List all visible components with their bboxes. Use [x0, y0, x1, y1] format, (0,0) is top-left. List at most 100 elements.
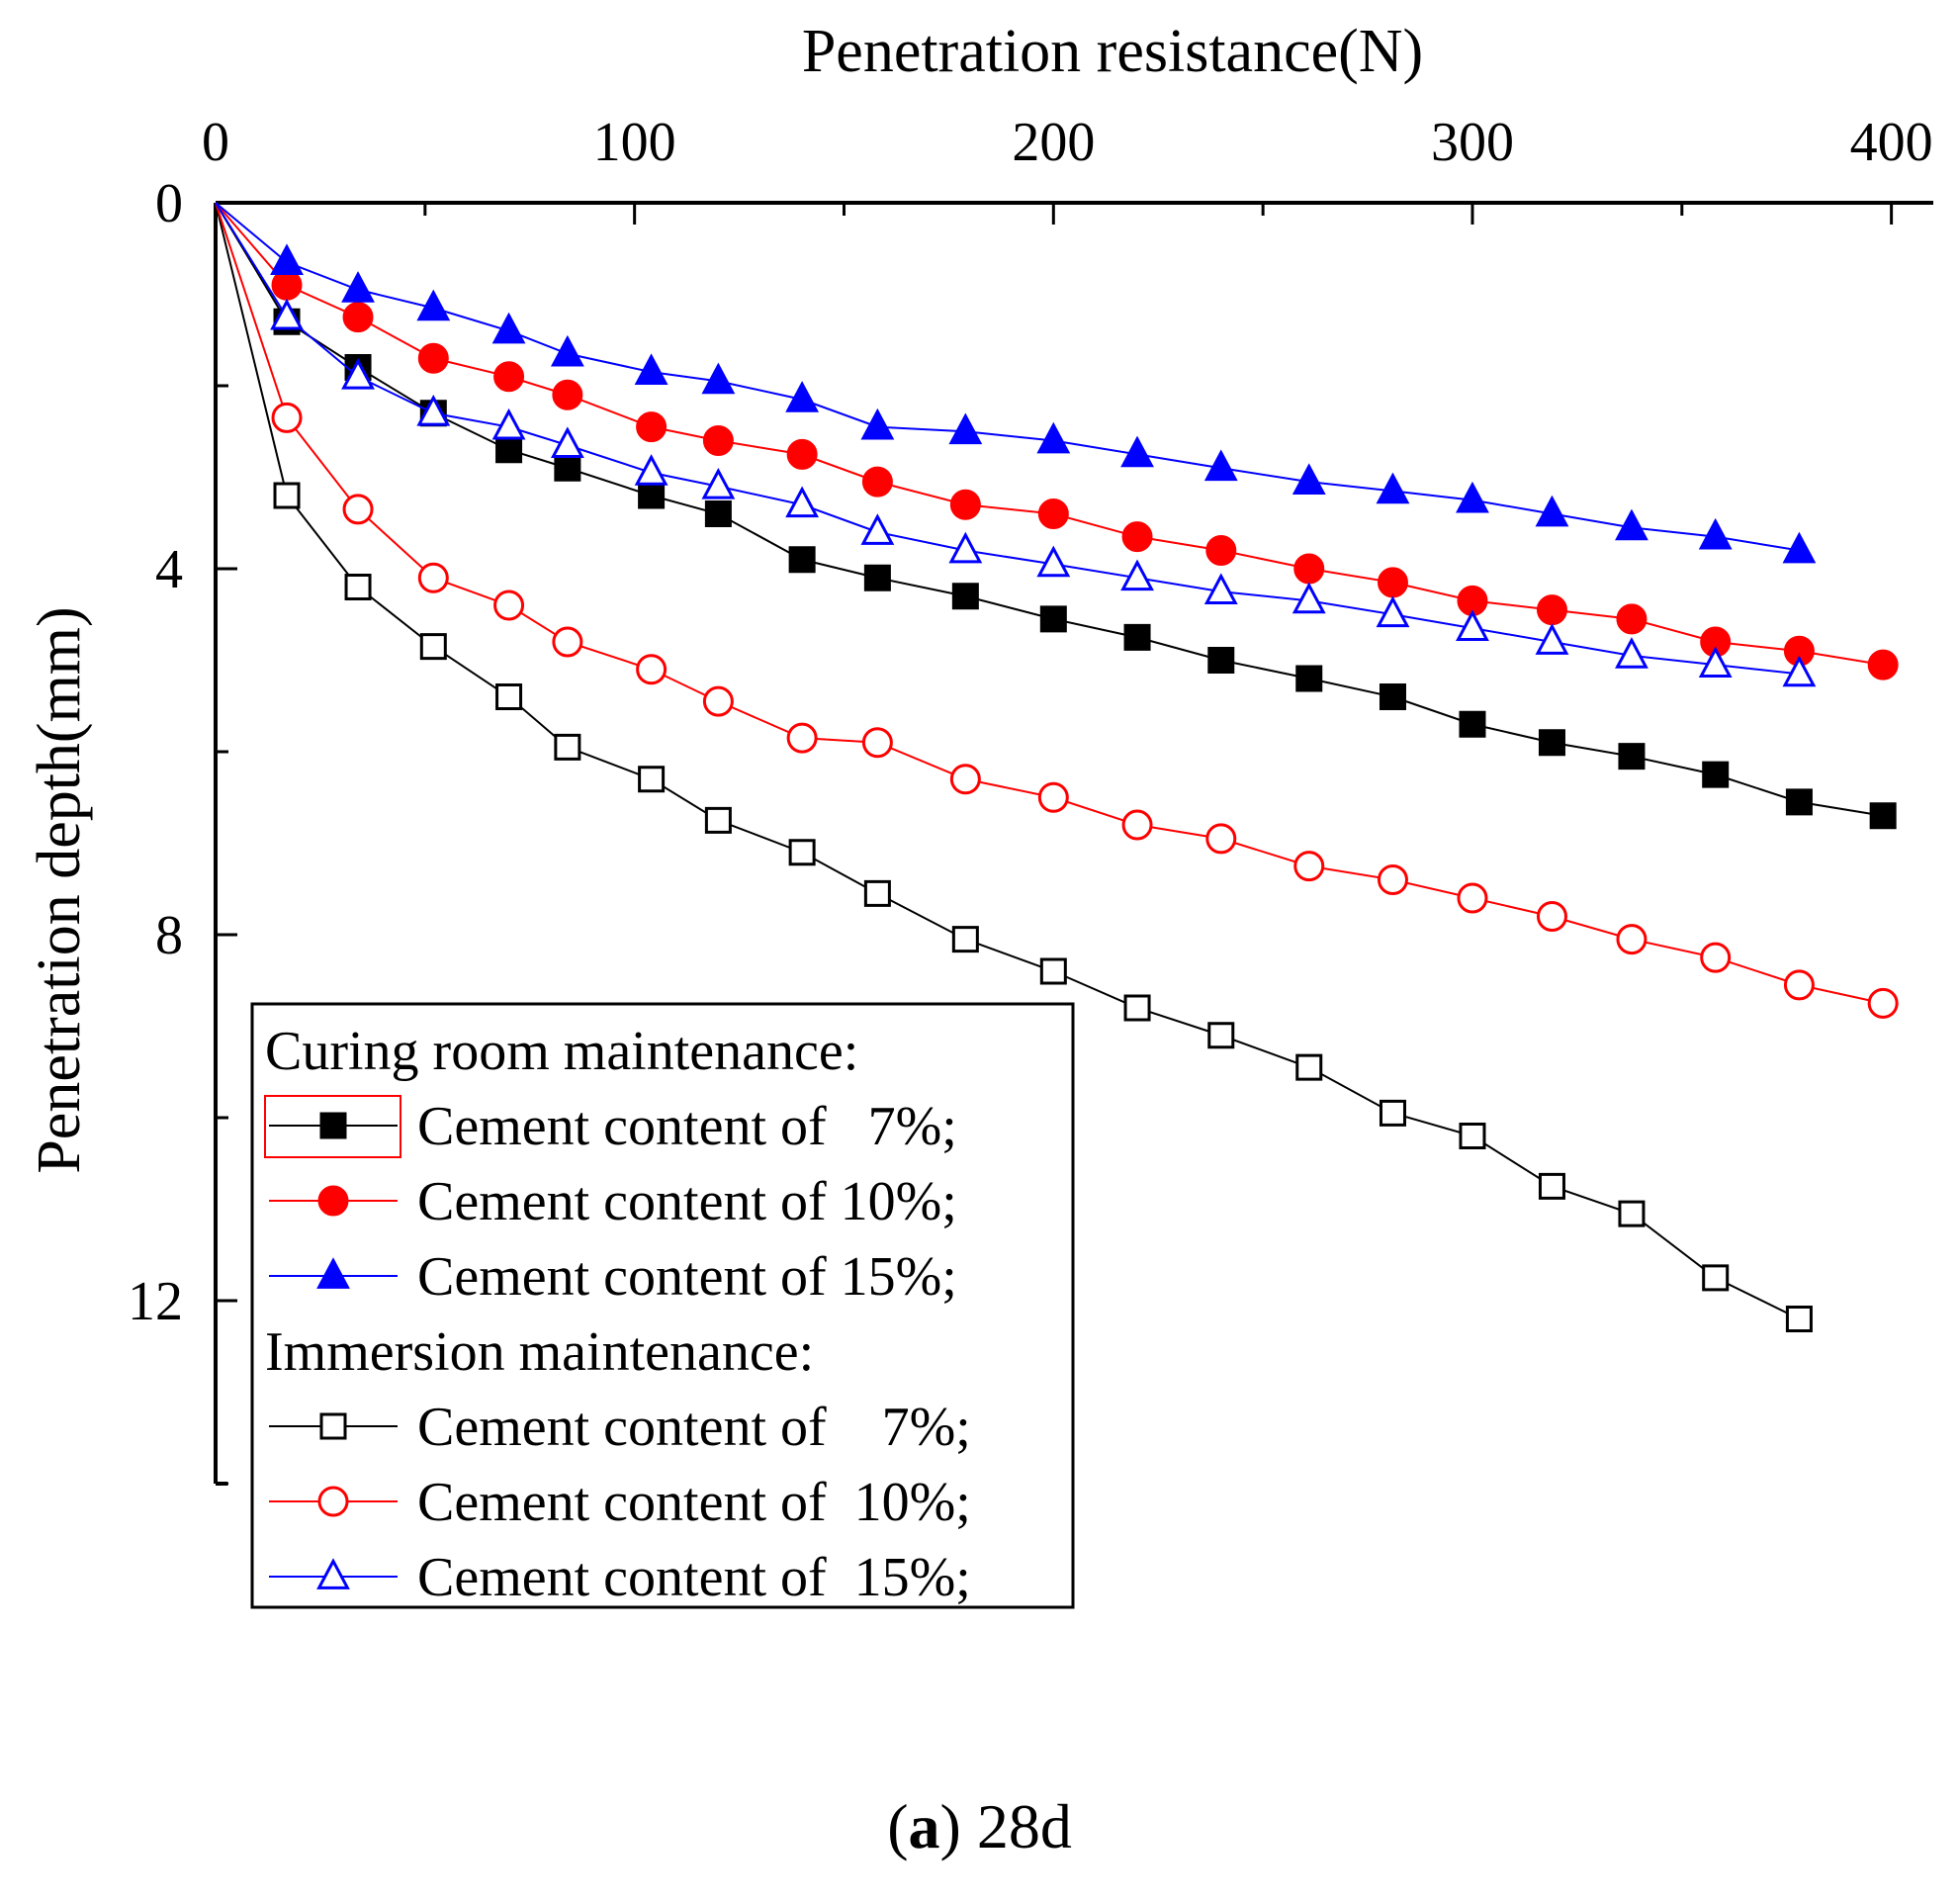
x-tick-label: 300 [1431, 112, 1514, 173]
data-point [1377, 864, 1408, 895]
data-point [1205, 535, 1237, 566]
data-point [1037, 499, 1069, 529]
data-point [416, 289, 451, 321]
data-point [1121, 521, 1153, 553]
series-0 [215, 202, 1897, 830]
figure-caption: (a) 28d [0, 1790, 1959, 1863]
series-4 [215, 202, 1899, 1019]
legend-label: Cement content of 7%; [417, 1397, 971, 1458]
data-point [419, 633, 447, 661]
data-point [1376, 472, 1410, 504]
data-point [704, 806, 732, 834]
data-point [1203, 573, 1238, 604]
data-point [1783, 969, 1815, 1001]
data-point [948, 412, 983, 445]
series-line [215, 202, 1884, 1005]
series-5 [215, 202, 1817, 687]
legend-marker [317, 1185, 349, 1217]
data-point [1782, 655, 1817, 687]
data-point [1291, 582, 1326, 614]
data-point [1293, 851, 1325, 882]
data-point [1037, 781, 1069, 813]
data-point [1379, 1099, 1406, 1127]
series-1 [215, 202, 1899, 680]
data-point [1203, 449, 1238, 482]
data-point [554, 733, 581, 761]
data-point [1207, 1022, 1235, 1049]
data-point [861, 466, 893, 498]
legend: Curing room maintenance: Cement content o… [250, 1002, 1075, 1609]
caption-open: ( [887, 1791, 909, 1861]
data-point [1457, 882, 1488, 914]
data-point [1698, 517, 1733, 550]
data-point [701, 467, 736, 499]
data-point [1618, 743, 1646, 771]
data-point [1459, 1123, 1486, 1149]
legend-label: Cement content of 15%; [417, 1246, 957, 1308]
data-point [1379, 683, 1406, 710]
data-point [863, 879, 891, 907]
data-point [785, 381, 820, 412]
legend-label: Cement content of 15%; [417, 1547, 971, 1608]
data-point [1785, 788, 1813, 816]
data-point [701, 362, 736, 395]
data-point [342, 302, 374, 333]
data-point [1700, 942, 1732, 973]
data-point [1782, 531, 1817, 564]
legend-marker [319, 1112, 347, 1139]
data-point [493, 361, 525, 393]
data-point [1616, 924, 1647, 955]
data-point [1538, 1172, 1565, 1200]
data-point [552, 626, 583, 658]
data-point [863, 564, 891, 591]
data-point [554, 454, 581, 482]
data-point [1123, 994, 1151, 1022]
data-point [1291, 463, 1326, 495]
data-point [1456, 481, 1489, 513]
data-point [495, 436, 523, 464]
x-tick-label: 100 [593, 112, 676, 173]
data-point [341, 357, 375, 390]
series-line [215, 202, 1884, 817]
data-point [861, 727, 893, 759]
y-tick-label: 12 [128, 1271, 183, 1332]
data-point [491, 312, 526, 344]
series-line [215, 202, 1884, 667]
series-layer [215, 202, 1899, 1332]
legend-label: Cement content of 7%; [417, 1096, 957, 1157]
y-tick-label: 0 [155, 173, 183, 234]
legend-highlight-box [264, 1095, 401, 1158]
data-point [273, 482, 301, 509]
data-point [1121, 809, 1153, 841]
data-point [1039, 957, 1067, 985]
x-tick-label: 200 [1012, 112, 1095, 173]
data-point [1295, 1053, 1323, 1081]
y-tick-label: 8 [155, 905, 183, 966]
data-point [634, 353, 668, 385]
x-axis-title: Penetration resistance(N) [802, 18, 1423, 85]
data-point [344, 574, 372, 600]
data-point [270, 298, 304, 330]
caption-label: a [908, 1791, 940, 1861]
data-point [552, 379, 583, 410]
data-point [704, 500, 732, 527]
data-point [788, 839, 816, 866]
legend-label: Cement content of 10%; [417, 1171, 957, 1232]
data-point [1702, 1264, 1730, 1292]
data-point [1538, 729, 1565, 757]
axes: 0 100 200 300 400 0 4 8 12 [128, 112, 1933, 1486]
data-point [948, 531, 983, 564]
data-point [1120, 435, 1154, 468]
data-point [860, 513, 895, 545]
data-point [1295, 665, 1323, 692]
data-point [949, 764, 981, 795]
data-point [1615, 508, 1648, 541]
data-point [1615, 637, 1648, 669]
data-point [1698, 646, 1733, 678]
data-point [550, 334, 584, 367]
data-point [1207, 647, 1235, 674]
data-point [417, 342, 449, 374]
data-point [634, 454, 668, 486]
data-point [1536, 901, 1567, 932]
data-point [1376, 595, 1410, 628]
